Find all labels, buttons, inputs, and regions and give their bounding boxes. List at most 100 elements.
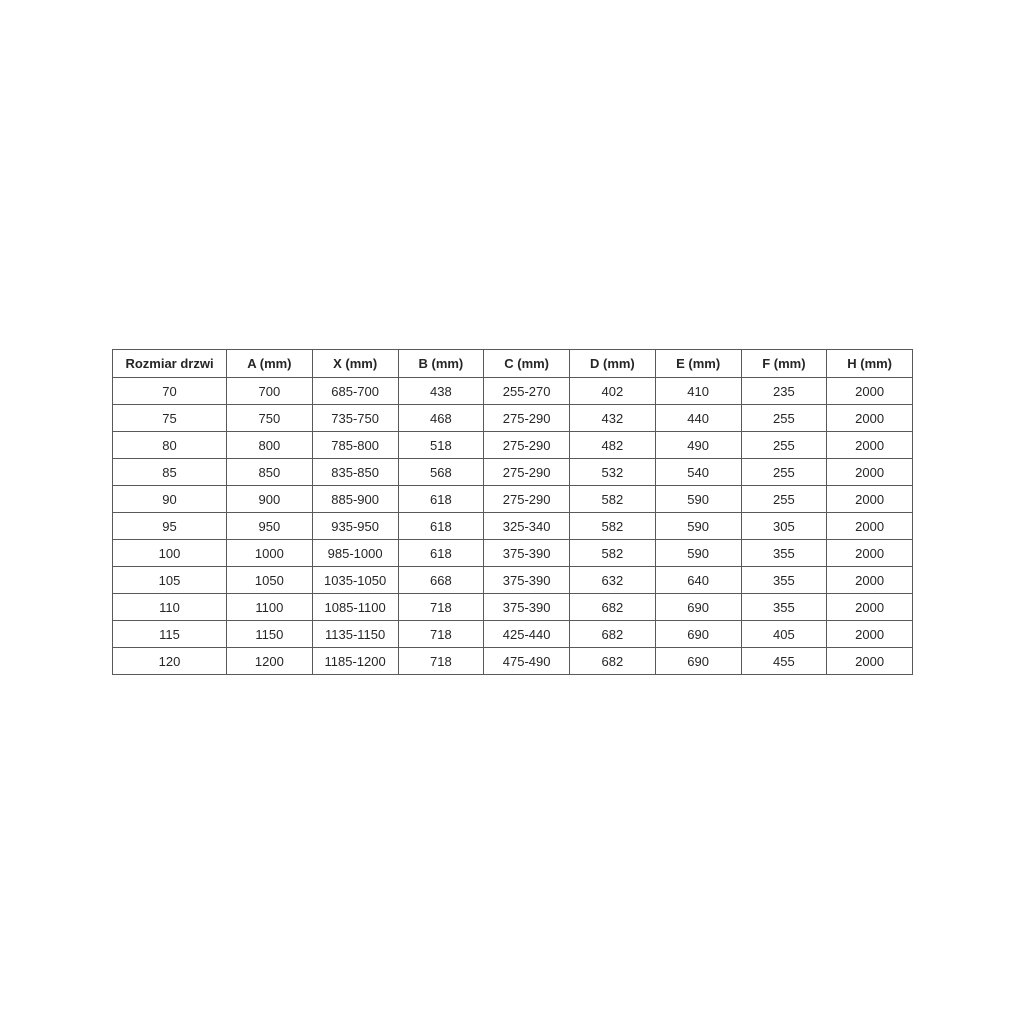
table-cell: 618 xyxy=(397,485,485,513)
table-head: Rozmiar drzwi A (mm) X (mm) B (mm) C (mm) D (… xyxy=(112,349,913,378)
table-cell: 1185-1200 xyxy=(311,647,399,675)
table-cell: 900 xyxy=(226,485,313,513)
table-cell: 2000 xyxy=(826,620,913,648)
table-cell: 785-800 xyxy=(311,431,399,459)
table-row: 115 1150 1135-1150 718 425-440 682 690 405 2000 xyxy=(112,620,913,648)
table-cell: 640 xyxy=(654,566,742,594)
table-cell: 115 xyxy=(112,620,227,648)
table-cell: 1135-1150 xyxy=(311,620,399,648)
table-cell: 275-290 xyxy=(483,431,570,459)
table-row: 110 1100 1085-1100 718 375-390 682 690 355 2000 xyxy=(112,593,913,621)
table-cell: 255 xyxy=(740,485,828,513)
table-cell: 2000 xyxy=(826,431,913,459)
table-cell: 438 xyxy=(397,377,485,405)
table-cell: 95 xyxy=(112,512,227,540)
table-cell: 632 xyxy=(569,566,656,594)
table-cell: 490 xyxy=(654,431,742,459)
table-row: 100 1000 985-1000 618 375-390 582 590 355 2000 xyxy=(112,539,913,567)
table-cell: 590 xyxy=(654,539,742,567)
table-cell: 590 xyxy=(654,512,742,540)
table-cell: 1100 xyxy=(226,593,313,621)
table-body: 70 700 685-700 438 255-270 402 410 235 2000 75 750… xyxy=(112,377,913,675)
table-cell: 405 xyxy=(740,620,828,648)
table-cell: 690 xyxy=(654,647,742,675)
column-header: A (mm) xyxy=(226,349,313,378)
table-cell: 110 xyxy=(112,593,227,621)
table-cell: 275-290 xyxy=(483,485,570,513)
table-cell: 985-1000 xyxy=(311,539,399,567)
column-header: F (mm) xyxy=(740,349,828,378)
table-row: 75 750 735-750 468 275-290 432 440 255 2000 xyxy=(112,404,913,432)
table-cell: 255 xyxy=(740,431,828,459)
table-cell: 325-340 xyxy=(483,512,570,540)
table-row: 120 1200 1185-1200 718 475-490 682 690 455 2000 xyxy=(112,647,913,675)
table-cell: 75 xyxy=(112,404,227,432)
table-cell: 255 xyxy=(740,404,828,432)
table-row: 90 900 885-900 618 275-290 582 590 255 2000 xyxy=(112,485,913,513)
table-cell: 355 xyxy=(740,566,828,594)
table-cell: 835-850 xyxy=(311,458,399,486)
table-cell: 2000 xyxy=(826,404,913,432)
table-cell: 690 xyxy=(654,593,742,621)
table-cell: 682 xyxy=(569,647,656,675)
table-row: 95 950 935-950 618 325-340 582 590 305 2000 xyxy=(112,512,913,540)
table-cell: 850 xyxy=(226,458,313,486)
table-cell: 700 xyxy=(226,377,313,405)
table-cell: 120 xyxy=(112,647,227,675)
table-cell: 718 xyxy=(397,593,485,621)
table-cell: 375-390 xyxy=(483,593,570,621)
table-cell: 375-390 xyxy=(483,566,570,594)
door-dimensions-table: Rozmiar drzwi A (mm) X (mm) B (mm) C (mm) D (… xyxy=(112,349,913,675)
table-cell: 582 xyxy=(569,512,656,540)
table-cell: 582 xyxy=(569,539,656,567)
table-cell: 375-390 xyxy=(483,539,570,567)
table-cell: 80 xyxy=(112,431,227,459)
column-header: E (mm) xyxy=(654,349,742,378)
table-cell: 100 xyxy=(112,539,227,567)
table-cell: 1000 xyxy=(226,539,313,567)
table-cell: 690 xyxy=(654,620,742,648)
table-cell: 275-290 xyxy=(483,404,570,432)
table-cell: 518 xyxy=(397,431,485,459)
table-cell: 482 xyxy=(569,431,656,459)
table-cell: 668 xyxy=(397,566,485,594)
table-cell: 618 xyxy=(397,539,485,567)
table-cell: 432 xyxy=(569,404,656,432)
table-cell: 475-490 xyxy=(483,647,570,675)
column-header: X (mm) xyxy=(311,349,399,378)
table-cell: 2000 xyxy=(826,593,913,621)
column-header: H (mm) xyxy=(826,349,913,378)
table-cell: 685-700 xyxy=(311,377,399,405)
table-cell: 235 xyxy=(740,377,828,405)
table-row: 70 700 685-700 438 255-270 402 410 235 2000 xyxy=(112,377,913,405)
table-cell: 70 xyxy=(112,377,227,405)
table-cell: 885-900 xyxy=(311,485,399,513)
table-cell: 2000 xyxy=(826,485,913,513)
table-cell: 682 xyxy=(569,593,656,621)
table-cell: 540 xyxy=(654,458,742,486)
table-cell: 255 xyxy=(740,458,828,486)
table-row: 80 800 785-800 518 275-290 482 490 255 2000 xyxy=(112,431,913,459)
header-row: Rozmiar drzwi A (mm) X (mm) B (mm) C (mm) D (… xyxy=(112,349,913,378)
table-cell: 750 xyxy=(226,404,313,432)
table-cell: 618 xyxy=(397,512,485,540)
column-header: B (mm) xyxy=(397,349,485,378)
table-cell: 2000 xyxy=(826,566,913,594)
table-cell: 455 xyxy=(740,647,828,675)
column-header: D (mm) xyxy=(569,349,656,378)
table-cell: 255-270 xyxy=(483,377,570,405)
table-cell: 105 xyxy=(112,566,227,594)
table-cell: 682 xyxy=(569,620,656,648)
table-cell: 582 xyxy=(569,485,656,513)
table-cell: 1050 xyxy=(226,566,313,594)
table-cell: 935-950 xyxy=(311,512,399,540)
table-cell: 2000 xyxy=(826,377,913,405)
table-cell: 2000 xyxy=(826,512,913,540)
table-cell: 718 xyxy=(397,647,485,675)
table-cell: 402 xyxy=(569,377,656,405)
column-header: C (mm) xyxy=(483,349,570,378)
table-cell: 468 xyxy=(397,404,485,432)
table-cell: 2000 xyxy=(826,647,913,675)
table-cell: 410 xyxy=(654,377,742,405)
